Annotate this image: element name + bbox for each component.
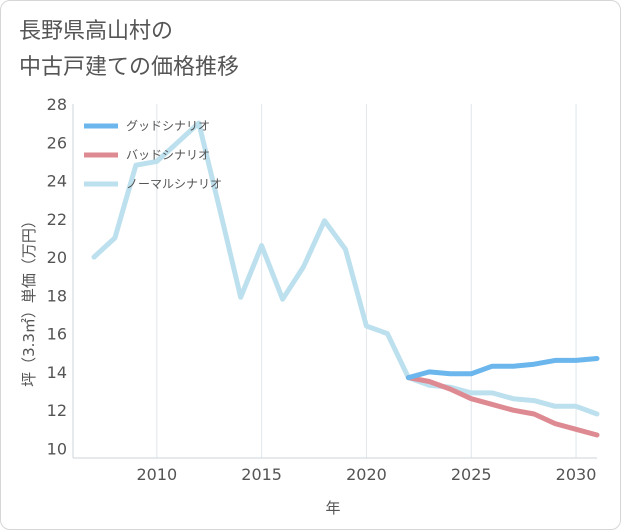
chart-title-line-1: 長野県高山村の xyxy=(19,19,174,44)
y-tick-label: 20 xyxy=(47,248,67,267)
y-tick-label: 18 xyxy=(47,286,67,305)
x-axis-label: 年 xyxy=(325,499,340,517)
chart-title-line-2: 中古戸建ての価格推移 xyxy=(19,55,240,80)
chart-title: 長野県高山村の 中古戸建ての価格推移 xyxy=(19,14,239,86)
series-lines xyxy=(91,120,600,438)
axes: 10 12 14 16 18 20 22 24 26 28 2010 2015 2020 2025 2030 xyxy=(47,95,597,484)
y-tick-label: 10 xyxy=(47,439,67,458)
legend-label: バッドシナリオ xyxy=(126,148,210,162)
y-tick-label: 12 xyxy=(47,401,67,420)
x-tick-label: 2015 xyxy=(241,465,282,484)
series-line xyxy=(405,356,600,381)
x-tick-label: 2025 xyxy=(451,465,492,484)
y-tick-label: 22 xyxy=(47,210,67,229)
series-line xyxy=(91,120,600,417)
y-tick-label: 24 xyxy=(47,172,67,191)
grid xyxy=(156,104,577,458)
legend-label: ノーマルシナリオ xyxy=(126,177,222,191)
legend-label: グッドシナリオ xyxy=(126,119,210,133)
y-tick-label: 28 xyxy=(47,95,67,114)
y-tick-label: 26 xyxy=(47,133,67,152)
x-tick-label: 2030 xyxy=(556,465,597,484)
y-axis-label: 坪（3.3㎡）単価（万円） xyxy=(20,213,38,387)
x-tick-label: 2020 xyxy=(346,465,387,484)
series-line xyxy=(405,375,600,438)
y-tick-label: 14 xyxy=(47,363,67,382)
x-tick-label: 2010 xyxy=(136,465,177,484)
y-tick-label: 16 xyxy=(47,325,67,344)
